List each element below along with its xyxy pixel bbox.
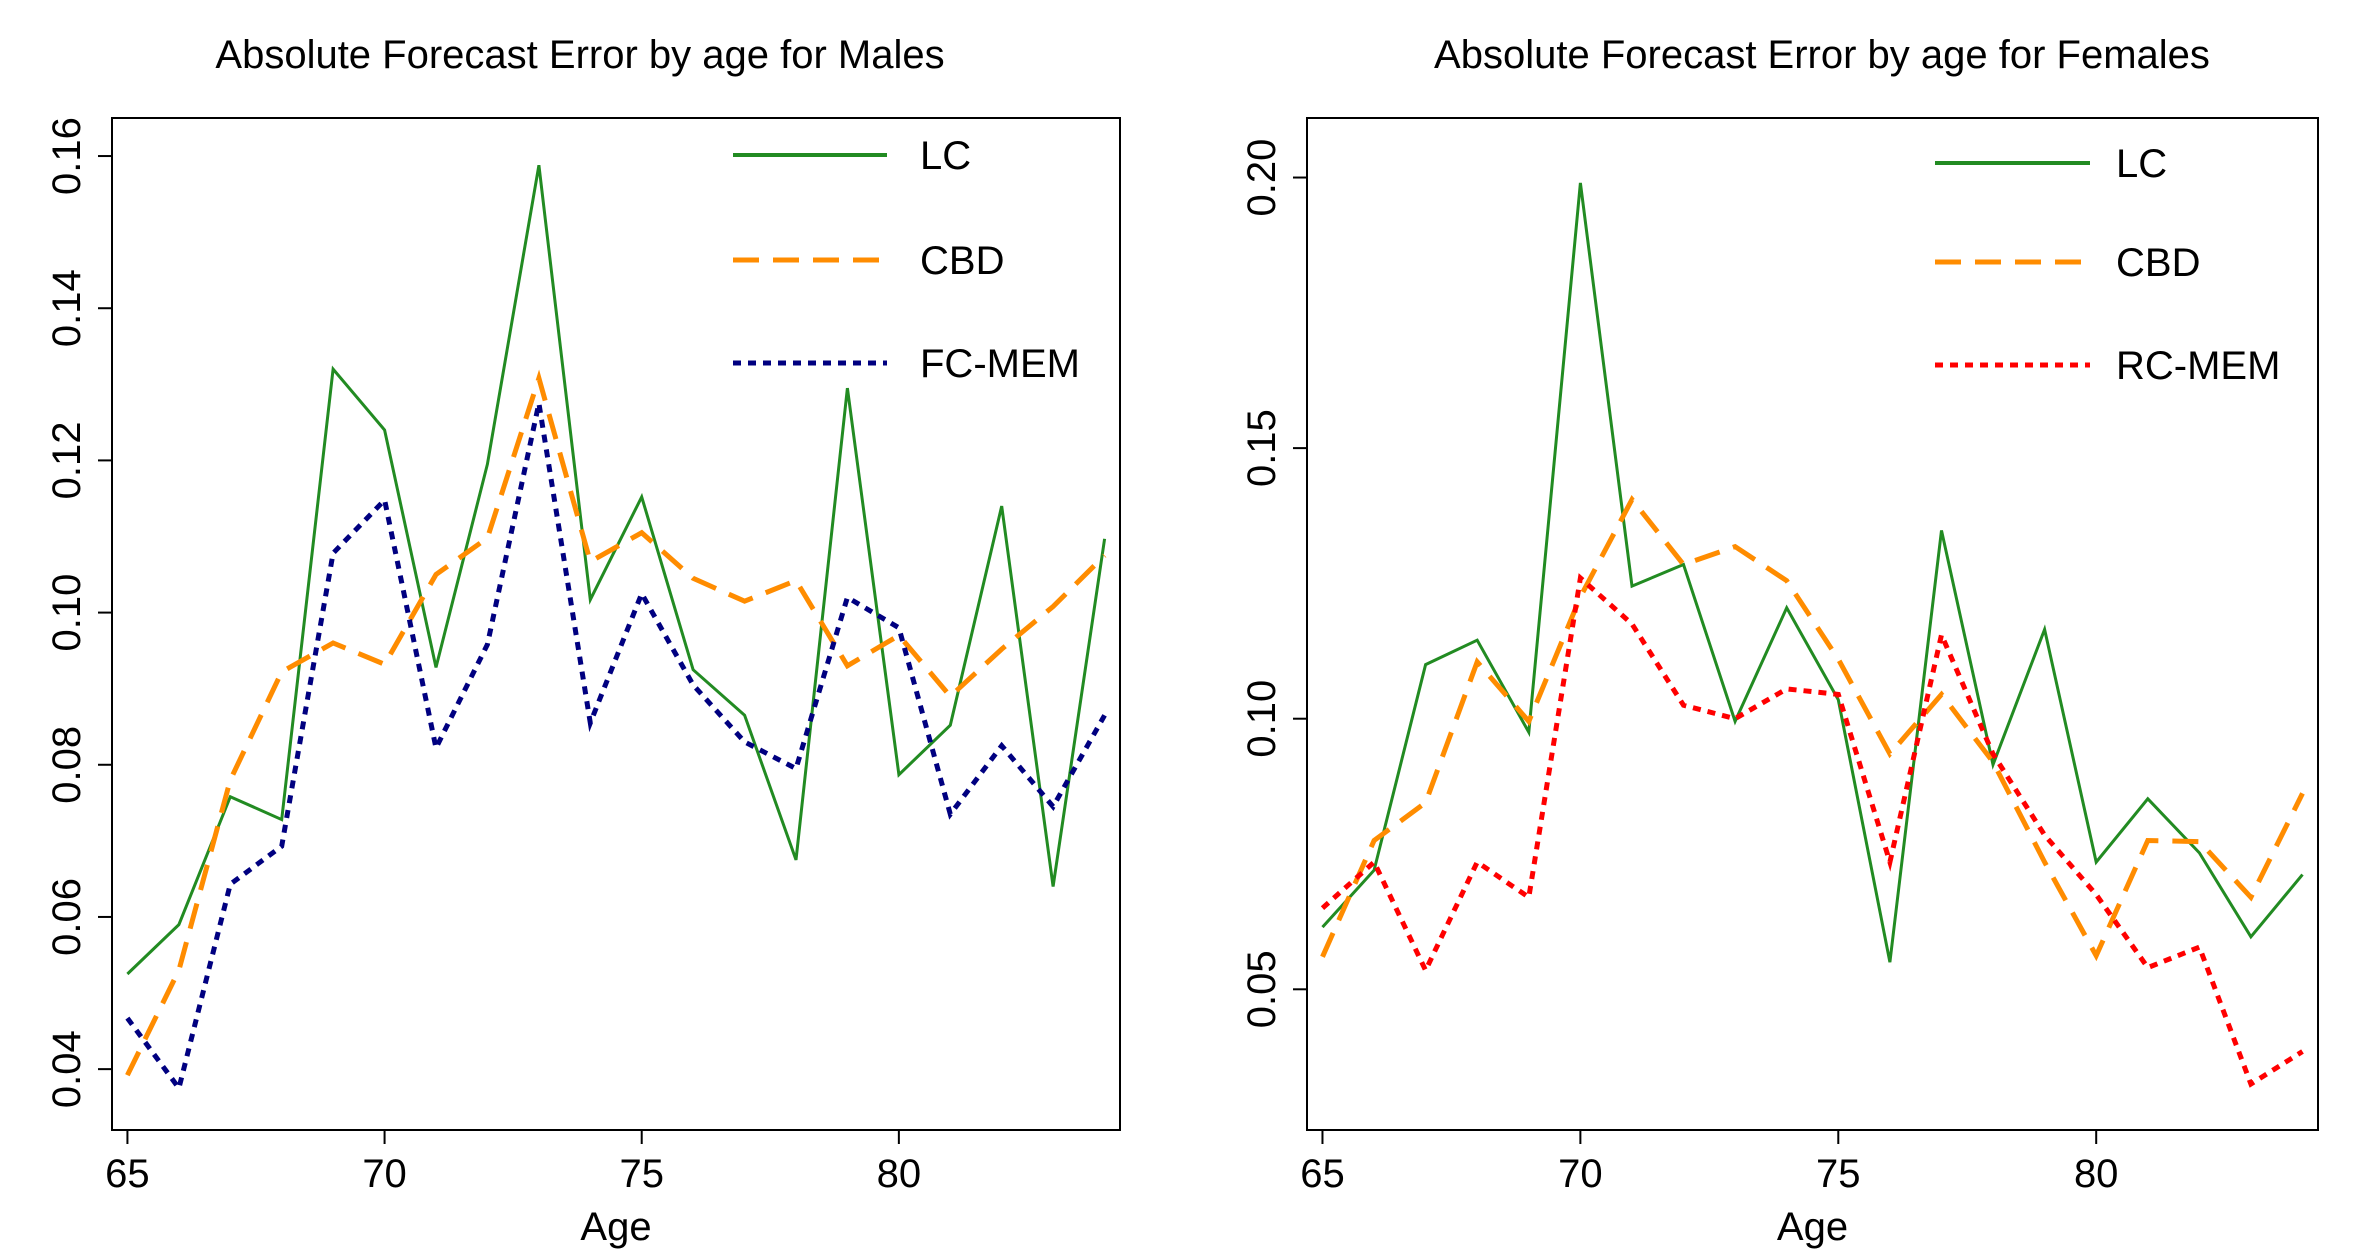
x-tick-label: 75 <box>1816 1152 1861 1196</box>
chart-panel-0: Absolute Forecast Error by age for Males… <box>45 33 1121 1249</box>
legend-label: LC <box>2116 142 2167 186</box>
x-axis-label: Age <box>1777 1205 1848 1249</box>
series-line-cbd <box>125 369 1107 1077</box>
x-axis-label: Age <box>580 1205 651 1249</box>
series-line-rc-mem <box>1320 573 2304 1088</box>
x-tick-label: 70 <box>362 1152 407 1196</box>
y-tick-label: 0.10 <box>45 574 89 652</box>
x-tick-label: 65 <box>105 1152 150 1196</box>
y-tick-label: 0.12 <box>45 421 89 499</box>
y-tick-label: 0.15 <box>1240 409 1284 487</box>
plot-frame <box>1306 117 2319 1131</box>
y-tick-label: 0.08 <box>45 726 89 804</box>
chart-panel-1: Absolute Forecast Error by age for Femal… <box>1240 33 2319 1249</box>
x-tick-label: 75 <box>619 1152 664 1196</box>
series-line-fc-mem <box>125 402 1107 1094</box>
y-tick-label: 0.04 <box>45 1030 89 1108</box>
y-tick-label: 0.06 <box>45 878 89 956</box>
legend-label: LC <box>920 134 971 178</box>
x-tick-label: 80 <box>877 1152 922 1196</box>
legend-label: CBD <box>2116 241 2200 285</box>
y-tick-label: 0.16 <box>45 117 89 195</box>
series-line-cbd <box>1320 494 2305 962</box>
y-tick-label: 0.20 <box>1240 139 1284 217</box>
x-tick-label: 65 <box>1300 1152 1345 1196</box>
legend-label: RC-MEM <box>2116 344 2280 388</box>
x-tick-label: 80 <box>2074 1152 2119 1196</box>
chart-title: Absolute Forecast Error by age for Femal… <box>1434 33 2210 77</box>
series-line-lc <box>1321 182 2304 963</box>
legend-label: CBD <box>920 239 1004 283</box>
y-tick-label: 0.14 <box>45 269 89 347</box>
legend-label: FC-MEM <box>920 342 1080 386</box>
x-tick-label: 70 <box>1558 1152 1603 1196</box>
chart-title: Absolute Forecast Error by age for Males <box>215 33 944 77</box>
y-tick-label: 0.05 <box>1240 950 1284 1028</box>
plot-frame <box>111 117 1121 1131</box>
y-tick-label: 0.10 <box>1240 680 1284 758</box>
